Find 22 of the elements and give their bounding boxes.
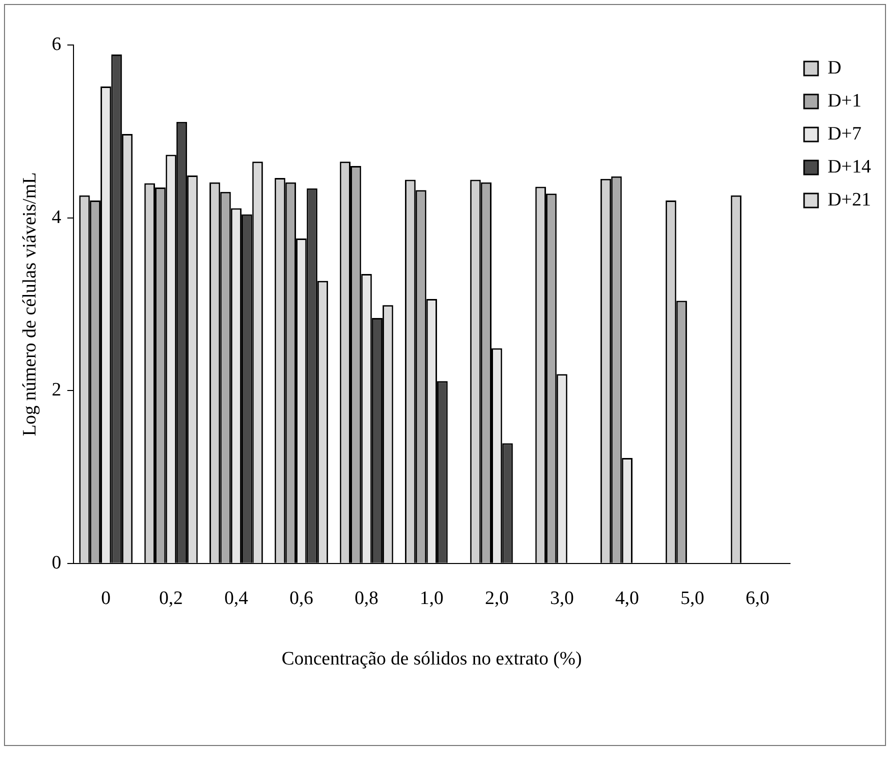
x-tick-label: 0,6 [289, 588, 314, 609]
x-axis-title: Concentração de sólidos no extrato (%) [282, 648, 582, 670]
legend-label: D [828, 57, 842, 78]
y-tick-label: 6 [52, 34, 62, 55]
x-tick-label: 4,0 [615, 588, 640, 609]
y-tick-label: 2 [52, 380, 62, 401]
legend-label: D+7 [828, 123, 862, 144]
y-tick-label: 4 [52, 206, 62, 228]
x-tick-label: 0,4 [224, 588, 249, 609]
x-tick-label: 3,0 [550, 588, 574, 609]
y-tick-label: 0 [52, 552, 62, 574]
x-tick-label: 0,2 [159, 588, 183, 609]
y-axis-title: Log número de células viáveis/mL [19, 172, 40, 436]
legend-label: D+21 [828, 189, 871, 210]
x-tick-label: 6,0 [746, 588, 770, 609]
legend-label: D+14 [828, 156, 872, 178]
x-tick-label: 5,0 [680, 588, 704, 609]
x-tick-label: 1,0 [420, 588, 444, 609]
x-tick-label: 2,0 [484, 588, 509, 609]
legend-label: D+1 [828, 90, 862, 112]
x-tick-label: 0 [101, 588, 111, 609]
x-tick-label: 0,8 [354, 588, 378, 609]
